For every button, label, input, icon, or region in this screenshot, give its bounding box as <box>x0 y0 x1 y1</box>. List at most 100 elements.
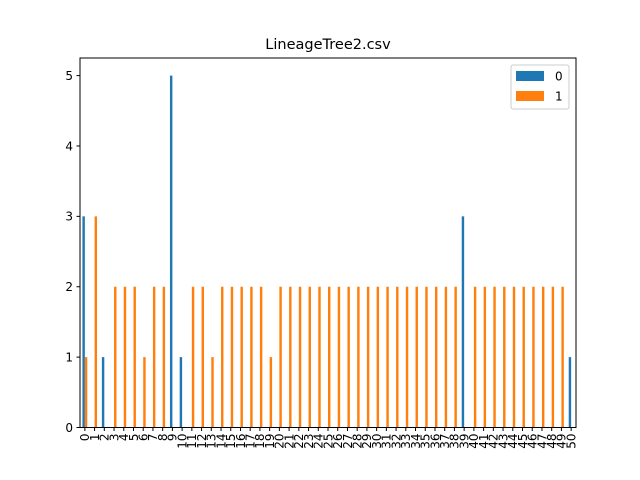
x-tick-label: 1 <box>88 434 102 442</box>
bar-series-1-cat-29 <box>366 286 370 428</box>
x-tick-label: 28 <box>350 434 364 449</box>
bar-series-1-cat-28 <box>357 286 360 428</box>
y-tick-label: 3 <box>65 210 73 224</box>
bar-series-1-cat-46 <box>532 286 535 428</box>
y-tick-label: 5 <box>65 69 73 83</box>
bar-series-1-cat-17 <box>250 286 253 428</box>
legend-swatch-0 <box>516 71 544 81</box>
bar-series-1-cat-25 <box>328 286 331 428</box>
bars-group <box>82 75 572 428</box>
bar-series-1-cat-8 <box>162 286 166 428</box>
x-tick-label: 4 <box>117 434 131 442</box>
bar-series-1-cat-32 <box>396 286 399 428</box>
x-tick-label: 30 <box>370 434 384 449</box>
x-tick-label: 32 <box>389 434 403 449</box>
x-tick-label: 34 <box>409 434 423 449</box>
y-tick-label: 1 <box>65 350 73 364</box>
bar-series-1-cat-43 <box>503 286 506 428</box>
bar-series-1-cat-23 <box>308 286 311 428</box>
x-tick-label: 17 <box>244 434 258 449</box>
x-tick-label: 11 <box>185 434 199 449</box>
x-tick-label: 2 <box>98 434 112 442</box>
bar-series-1-cat-36 <box>434 286 438 428</box>
x-tick-label: 9 <box>166 434 180 442</box>
bar-series-1-cat-7 <box>152 286 156 428</box>
bar-series-1-cat-19 <box>269 357 273 428</box>
x-tick-label: 14 <box>214 434 228 449</box>
legend: 01 <box>510 64 570 110</box>
bar-series-1-cat-22 <box>298 286 302 428</box>
bar-series-1-cat-49 <box>561 286 564 428</box>
x-tick-label: 5 <box>127 434 141 442</box>
bar-series-1-cat-40 <box>473 286 477 428</box>
bar-series-1-cat-13 <box>211 357 214 428</box>
bar-series-1-cat-18 <box>259 286 263 428</box>
bar-series-1-cat-0 <box>84 357 88 428</box>
bar-series-1-cat-1 <box>94 216 98 428</box>
bar-series-0-cat-2 <box>101 357 105 428</box>
x-tick-label: 0 <box>78 434 92 442</box>
bar-series-1-cat-4 <box>123 286 127 428</box>
legend-swatch-1 <box>516 91 544 101</box>
x-tick-label: 27 <box>341 434 355 449</box>
x-tick-label: 48 <box>545 434 559 449</box>
bar-series-0-cat-0 <box>82 216 85 428</box>
bar-series-1-cat-31 <box>386 286 389 428</box>
bar-series-1-cat-15 <box>230 286 234 428</box>
x-tick-label: 20 <box>273 434 287 449</box>
bar-series-1-cat-11 <box>191 286 195 428</box>
x-tick-label: 42 <box>487 434 501 449</box>
x-tick-label: 47 <box>535 434 549 449</box>
y-tick-label: 2 <box>65 280 73 294</box>
bar-series-0-cat-10 <box>179 357 183 428</box>
x-tick-label: 44 <box>506 434 520 449</box>
x-tick-label: 43 <box>496 434 510 449</box>
bar-series-1-cat-3 <box>114 286 117 428</box>
x-tick-label: 38 <box>448 434 462 449</box>
x-tick-label: 45 <box>516 434 530 449</box>
x-tick-label: 40 <box>467 434 481 449</box>
x-axis: 0123456789101112131415161718192021222324… <box>78 427 578 449</box>
x-tick-label: 10 <box>175 434 189 449</box>
bar-series-1-cat-35 <box>425 286 428 428</box>
x-tick-label: 6 <box>137 434 151 442</box>
x-tick-label: 26 <box>331 434 345 449</box>
bar-series-1-cat-27 <box>347 286 350 428</box>
bar-series-0-cat-9 <box>169 75 173 428</box>
bar-series-1-cat-21 <box>289 286 292 428</box>
bar-series-1-cat-16 <box>240 286 243 428</box>
bar-series-1-cat-47 <box>541 286 545 428</box>
legend-label-1: 1 <box>555 90 563 104</box>
bar-series-1-cat-41 <box>483 286 487 428</box>
plot-frame <box>79 57 577 428</box>
bar-series-0-cat-50 <box>568 357 572 428</box>
x-tick-label: 18 <box>253 434 267 449</box>
x-tick-label: 16 <box>234 434 248 449</box>
chart-title: LineageTree2.csv <box>265 37 391 53</box>
x-tick-label: 22 <box>292 434 306 449</box>
x-tick-label: 50 <box>564 434 578 449</box>
x-tick-label: 29 <box>360 434 374 449</box>
x-tick-label: 39 <box>457 434 471 449</box>
bar-series-0-cat-39 <box>461 216 465 428</box>
x-tick-label: 37 <box>438 434 452 449</box>
legend-label-0: 0 <box>555 70 563 84</box>
x-tick-label: 36 <box>428 434 442 449</box>
bar-series-1-cat-24 <box>318 286 321 428</box>
x-tick-label: 46 <box>526 434 540 449</box>
y-tick-label: 4 <box>65 139 73 153</box>
x-tick-label: 12 <box>195 434 209 449</box>
bar-series-1-cat-34 <box>415 286 418 428</box>
x-tick-label: 15 <box>224 434 238 449</box>
bar-series-1-cat-26 <box>337 286 341 428</box>
x-tick-label: 7 <box>146 434 160 442</box>
bar-series-1-cat-6 <box>143 357 146 428</box>
bar-series-1-cat-44 <box>512 286 516 428</box>
bar-series-1-cat-45 <box>522 286 525 428</box>
bar-series-1-cat-14 <box>221 286 224 428</box>
bar-series-1-cat-20 <box>279 286 282 428</box>
bar-series-1-cat-5 <box>133 286 136 428</box>
x-tick-label: 23 <box>302 434 316 449</box>
x-tick-label: 35 <box>419 434 433 449</box>
